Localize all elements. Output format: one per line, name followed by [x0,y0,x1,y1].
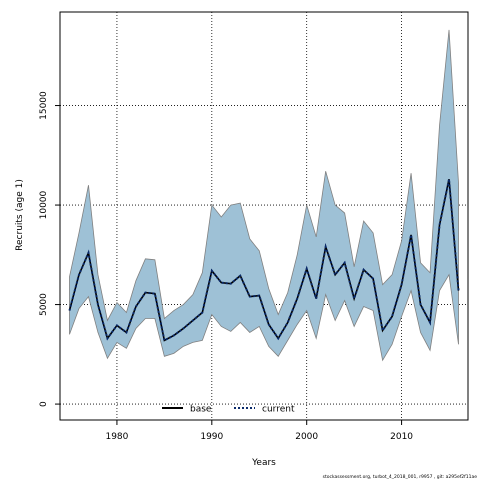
x-axis-title: Years [251,458,276,468]
x-tick-label: 1980 [105,432,128,442]
legend: base current [162,405,295,415]
y-tick-label: 10000 [39,190,49,219]
x-tick-label: 1990 [200,432,223,442]
plot-frame [59,11,469,421]
x-axis: 1980 1990 2000 2010 [105,420,413,442]
x-tick-label: 2010 [390,432,413,442]
footer-credit: stockassessment.org, turbot_4_2018_001, … [323,474,478,480]
y-axis: 0 5000 10000 15000 [39,91,60,407]
y-tick-label: 5000 [39,293,49,316]
y-axis-title: Recruits (age 1) [15,179,25,251]
y-tick-label: 15000 [39,91,49,120]
y-tick-label: 0 [39,401,49,407]
series-line-current [68,178,460,342]
legend-label-current: current [262,405,295,415]
x-tick-label: 2000 [295,432,318,442]
legend-label-base: base [190,405,212,415]
